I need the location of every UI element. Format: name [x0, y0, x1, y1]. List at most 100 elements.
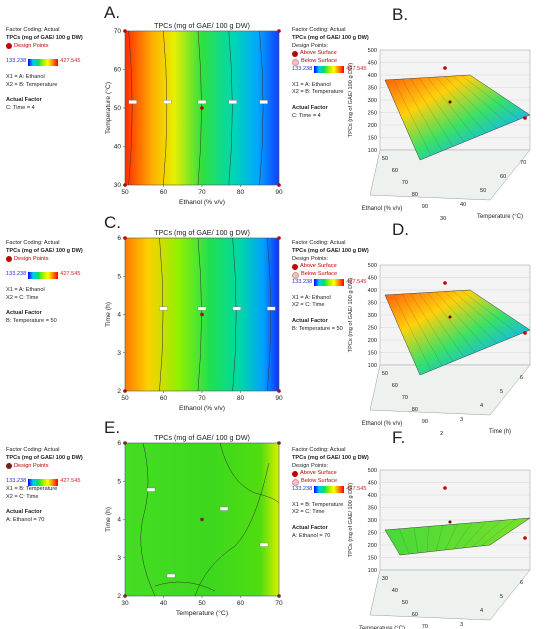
x-axis-label: Ethanol (% v/v) — [179, 199, 225, 206]
y-tick-label: 3 — [460, 417, 463, 423]
y-tick-label: 2 — [440, 431, 443, 437]
z-tick-label: 500 — [368, 48, 377, 54]
x-tick-label: 70 — [198, 189, 206, 196]
contour-label — [197, 306, 207, 311]
y-tick-label: 4 — [480, 608, 483, 614]
contour-line — [194, 462, 270, 597]
y-tick-label: 60 — [114, 67, 122, 74]
z-tick-label: 100 — [368, 148, 377, 154]
actual-factor-title: Actual Factor — [292, 524, 328, 531]
x-tick-label: 90 — [422, 204, 428, 210]
below-surface-icon — [292, 478, 299, 486]
above-surface-icon — [292, 51, 298, 58]
design-points-title: Design Points: — [292, 462, 329, 469]
contour-line — [219, 442, 280, 504]
actual-factor-title: Actual Factor — [292, 317, 328, 324]
design-point — [200, 106, 204, 110]
color-scale — [28, 478, 59, 486]
mesh-line — [401, 78, 443, 152]
scale-high: 427.545 — [346, 278, 367, 285]
scale-high: 427.545 — [60, 58, 81, 65]
y-tick-label: 4 — [117, 312, 121, 319]
contour-label — [219, 506, 229, 511]
contour-line — [163, 30, 168, 186]
x-tick-label: 80 — [412, 192, 418, 198]
z-tick-label: 100 — [368, 363, 377, 369]
z-tick-label: 500 — [368, 468, 377, 474]
design-point — [523, 116, 527, 120]
contour-line — [159, 237, 164, 392]
y-tick-label: 3 — [117, 350, 121, 357]
design-point — [443, 281, 447, 285]
contour-line — [140, 442, 156, 597]
x1-factor: X1 = B: Temperature — [292, 501, 344, 508]
x2-factor: X2 = C: Time — [6, 493, 39, 500]
panel-letter-f: F. — [392, 428, 406, 447]
chart-title: TPCs (mg of GAE/ 100 g DW) — [154, 21, 250, 30]
panel-letter-e: E. — [104, 418, 121, 437]
x-axis-label: Ethanol (% v/v) — [362, 206, 403, 212]
y-tick-label: 40 — [114, 144, 122, 151]
x-tick-label: 80 — [237, 189, 245, 196]
scale-high: 427.545 — [60, 478, 81, 485]
contour-label — [267, 306, 276, 311]
y-axis-label: Time (h) — [489, 429, 511, 435]
z-tick-label: 400 — [368, 73, 377, 79]
y-tick-label: 30 — [440, 216, 446, 222]
scale-high: 427.545 — [346, 485, 367, 492]
z-tick-label: 250 — [368, 326, 377, 332]
z-tick-label: 150 — [368, 556, 377, 562]
design-point-icon — [6, 463, 12, 470]
mesh-line — [461, 75, 520, 120]
x-tick-label: 50 — [121, 189, 129, 196]
response-name: TPCs (mg of GAE/ 100 g DW) — [6, 247, 83, 254]
legend-panel-c: Factor Coding: Actual TPCs (mg of GAE/ 1… — [6, 240, 116, 326]
mesh-line — [461, 290, 520, 335]
y-tick-label: 6 — [520, 580, 523, 586]
response-surface — [384, 289, 531, 376]
x-tick-label: 70 — [275, 600, 283, 607]
design-point — [277, 441, 281, 445]
mesh-line — [418, 292, 465, 358]
y-tick-label: 50 — [114, 105, 122, 112]
mesh-line — [452, 290, 509, 340]
x-tick-label: 70 — [422, 624, 428, 629]
mesh-line — [410, 78, 454, 147]
above-surface-label: Above Surface — [300, 263, 337, 270]
design-point — [200, 312, 204, 317]
legend-panel-f: Factor Coding: Actual TPCs (mg of GAE/ 1… — [292, 447, 402, 541]
color-scale — [28, 271, 59, 279]
actual-factor: A: Ethanol = 70 — [6, 517, 45, 524]
design-points-label: Design Points — [14, 42, 49, 49]
x-tick-label: 30 — [382, 576, 388, 582]
below-surface-label: Below Surface — [301, 58, 338, 65]
contour-line — [228, 30, 233, 186]
actual-factor-title: Actual Factor — [6, 310, 42, 317]
legend-panel-e: Factor Coding: Actual TPCs (mg of GAE/ 1… — [6, 447, 116, 525]
x-tick-label: 70 — [402, 395, 408, 401]
legend-panel-d: Factor Coding: Actual TPCs (mg of GAE/ 1… — [292, 240, 402, 334]
mesh-line — [418, 77, 465, 143]
panel-letter-c: C. — [104, 213, 121, 232]
x-tick-label: 60 — [412, 612, 418, 618]
design-point — [200, 517, 204, 522]
below-surface-icon — [292, 58, 299, 66]
z-tick-label: 400 — [368, 493, 377, 499]
contour-label — [166, 573, 176, 578]
response-name: TPCs (mg of GAE/ 100 g DW) — [6, 454, 83, 461]
y-tick-label: 3 — [117, 555, 121, 562]
y-tick-label: 60 — [500, 174, 506, 180]
y-tick-label: 6 — [117, 235, 121, 242]
actual-factor: C: Time = 4 — [6, 104, 35, 111]
contour-label — [146, 487, 156, 492]
x-axis-label: Temperature (°C) — [359, 626, 405, 629]
y-tick-label: 5 — [117, 273, 121, 280]
z-tick-label: 450 — [368, 61, 377, 67]
z-tick-label: 150 — [368, 136, 377, 142]
z-tick-label: 450 — [368, 276, 377, 282]
mesh-line — [393, 294, 432, 371]
factor-coding: Factor Coding: Actual — [292, 447, 346, 453]
design-point-icon — [6, 43, 12, 50]
actual-factor-title: Actual Factor — [292, 104, 328, 111]
